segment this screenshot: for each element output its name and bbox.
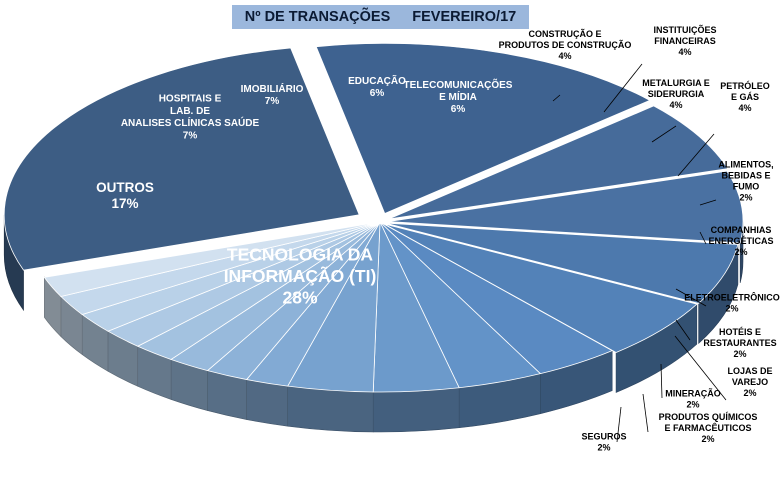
label-text-17-0: SEGUROS <box>581 432 626 442</box>
chart-title: Nº DE TRANSAÇÕES FEVEREIRO/17 <box>232 5 529 29</box>
label-text-13-0: HOTÉIS E <box>719 327 761 337</box>
leader-lines <box>552 63 727 443</box>
leader-14 <box>674 335 727 401</box>
label-text-15-0: MINERAÇÃO <box>665 389 721 399</box>
label-value-5: 6% <box>451 104 466 115</box>
label-text-6-0: CONSTRUÇÃO E <box>528 29 601 39</box>
label-text-7-1: FINANCEIRAS <box>654 36 716 46</box>
leader-15 <box>660 363 663 399</box>
label-value-6: 4% <box>558 51 571 61</box>
label-value-7: 4% <box>678 47 691 57</box>
slice-side-9 <box>287 385 374 433</box>
label-value-17: 2% <box>597 442 610 452</box>
leader-6 <box>552 94 561 102</box>
label-text-0-1: INFORMAÇÃO (TI) <box>224 265 377 286</box>
label-text-10-2: FUMO <box>733 181 760 191</box>
leader-8 <box>651 125 677 143</box>
label-value-9: 4% <box>738 103 751 113</box>
pie-slices <box>3 43 744 393</box>
chart-title-part2: FEVEREIRO/17 <box>412 9 517 25</box>
label-value-13: 2% <box>733 349 746 359</box>
label-text-10-0: ALIMENTOS, <box>718 160 773 170</box>
label-text-8-0: METALURGIA E <box>642 78 710 88</box>
leader-7 <box>603 63 643 113</box>
slice-side-10 <box>246 379 288 427</box>
leader-17 <box>616 406 622 443</box>
label-text-16-0: PRODUTOS QUÍMICOS <box>659 412 758 422</box>
label-text-11-1: ENERGÉTICAS <box>708 236 773 246</box>
label-text-4-0: EDUCAÇÃO <box>348 74 406 87</box>
label-value-8: 4% <box>669 100 682 110</box>
label-text-2-2: ANALISES CLÍNICAS SAÚDE <box>121 116 260 129</box>
label-value-3: 7% <box>265 96 280 107</box>
label-text-9-1: E GÁS <box>731 92 759 102</box>
label-value-2: 7% <box>183 130 198 141</box>
label-value-12: 2% <box>725 303 738 313</box>
label-text-13-1: RESTAURANTES <box>703 338 776 348</box>
label-text-10-1: BEBIDAS E <box>721 171 770 181</box>
leader-10 <box>699 199 717 206</box>
label-value-0: 28% <box>282 287 317 307</box>
label-text-5-0: TELECOMUNICAÇÕES <box>404 78 513 91</box>
label-text-2-1: LAB. DE <box>170 106 210 117</box>
label-text-5-1: E MÍDIA <box>439 90 477 103</box>
label-text-11-0: COMPANHIAS <box>711 225 772 235</box>
label-text-6-1: PRODUTOS DE CONSTRUÇÃO <box>499 40 632 50</box>
label-text-3-0: IMOBILIÁRIO <box>241 82 304 95</box>
slice-1 <box>315 43 651 214</box>
leader-12 <box>675 288 707 307</box>
label-value-4: 6% <box>370 88 385 99</box>
label-text-9-0: PETRÓLEO <box>720 80 770 91</box>
label-value-11: 2% <box>734 247 747 257</box>
label-text-1-0: OUTROS <box>96 180 154 195</box>
label-text-14-0: LOJAS DE <box>727 366 772 376</box>
pie-sides <box>3 214 744 433</box>
slice-5 <box>383 223 698 353</box>
leader-13 <box>675 319 691 341</box>
leader-9 <box>677 133 715 177</box>
slice-17 <box>43 221 381 297</box>
label-value-14: 2% <box>743 388 756 398</box>
label-value-10: 2% <box>739 192 752 202</box>
label-text-7-0: INSTITUIÇÕES <box>653 25 716 35</box>
slice-side-8 <box>372 387 460 433</box>
label-text-0-0: TECNOLOGIA DA <box>227 245 374 265</box>
label-text-2-0: HOSPITAIS E <box>159 94 222 105</box>
leader-11 <box>699 231 707 245</box>
chart-title-part1: Nº DE TRANSAÇÕES <box>244 9 391 25</box>
slice-0 <box>3 47 360 271</box>
label-text-14-1: VAREJO <box>732 377 768 387</box>
label-text-8-1: SIDERURGIA <box>648 89 705 99</box>
slice-2 <box>388 105 729 220</box>
label-value-16: 2% <box>701 434 714 444</box>
leader-16 <box>642 393 649 433</box>
label-value-1: 17% <box>111 196 138 211</box>
label-text-12-0: ELETROELETRÔNICO <box>684 292 780 303</box>
slice-3 <box>387 170 744 244</box>
label-value-15: 2% <box>686 399 699 409</box>
label-text-16-1: E FARMACÊUTICOS <box>664 422 751 433</box>
